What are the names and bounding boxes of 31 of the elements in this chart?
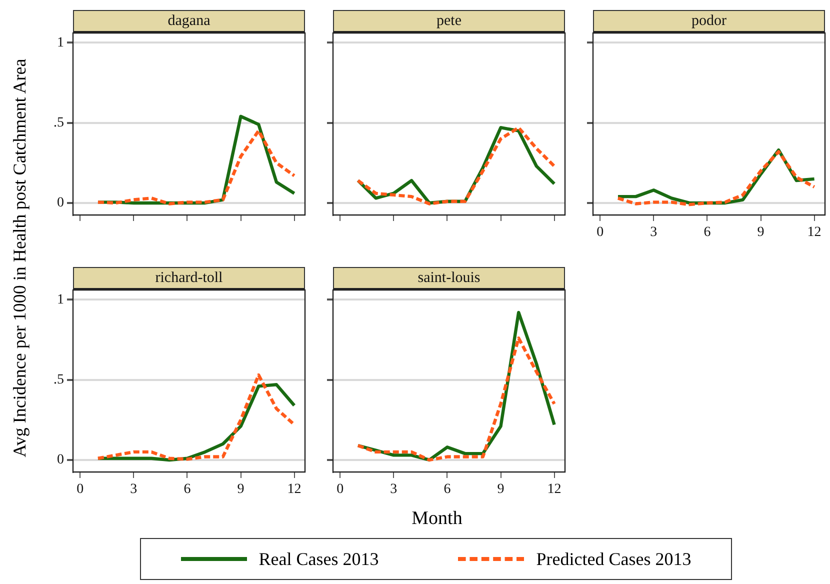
- y-tick-label: .5: [54, 372, 64, 388]
- x-tick-label: 6: [444, 482, 451, 498]
- x-tick-label: 0: [76, 482, 84, 498]
- x-tick-label: 12: [287, 482, 302, 498]
- x-tick-label: 3: [390, 482, 398, 498]
- x-tick-label: 9: [497, 482, 504, 498]
- legend-label: Predicted Cases 2013: [536, 548, 692, 570]
- x-tick-label: 9: [237, 482, 244, 498]
- x-tick-label: 3: [650, 225, 658, 240]
- x-tick-label: 0: [336, 482, 344, 498]
- chart-title: podor: [593, 10, 825, 33]
- x-tick-label: 6: [704, 225, 711, 240]
- x-axis-title: Month: [412, 508, 462, 530]
- x-tick-label: 0: [596, 225, 604, 240]
- x-tick-label: 12: [547, 482, 562, 498]
- y-tick-label: .5: [54, 115, 64, 130]
- chart-title: richard-toll: [73, 267, 305, 290]
- x-tick-label: 12: [807, 225, 822, 240]
- y-axis-title: Avg Incidence per 1000 in Health post Catchment Area: [10, 58, 30, 458]
- x-tick-label: 3: [130, 482, 138, 498]
- chart-title: pete: [333, 10, 565, 33]
- chart-title: saint-louis: [333, 267, 565, 290]
- y-tick-label: 1: [57, 292, 64, 308]
- x-tick-label: 9: [757, 225, 764, 240]
- chart-title: dagana: [73, 10, 305, 33]
- legend-label: Real Cases 2013: [258, 548, 379, 570]
- y-tick-label: 1: [57, 35, 64, 50]
- line-series: [96, 129, 296, 206]
- y-tick-label: 0: [57, 452, 64, 468]
- x-tick-label: 6: [184, 482, 191, 498]
- y-tick-label: 0: [57, 196, 64, 211]
